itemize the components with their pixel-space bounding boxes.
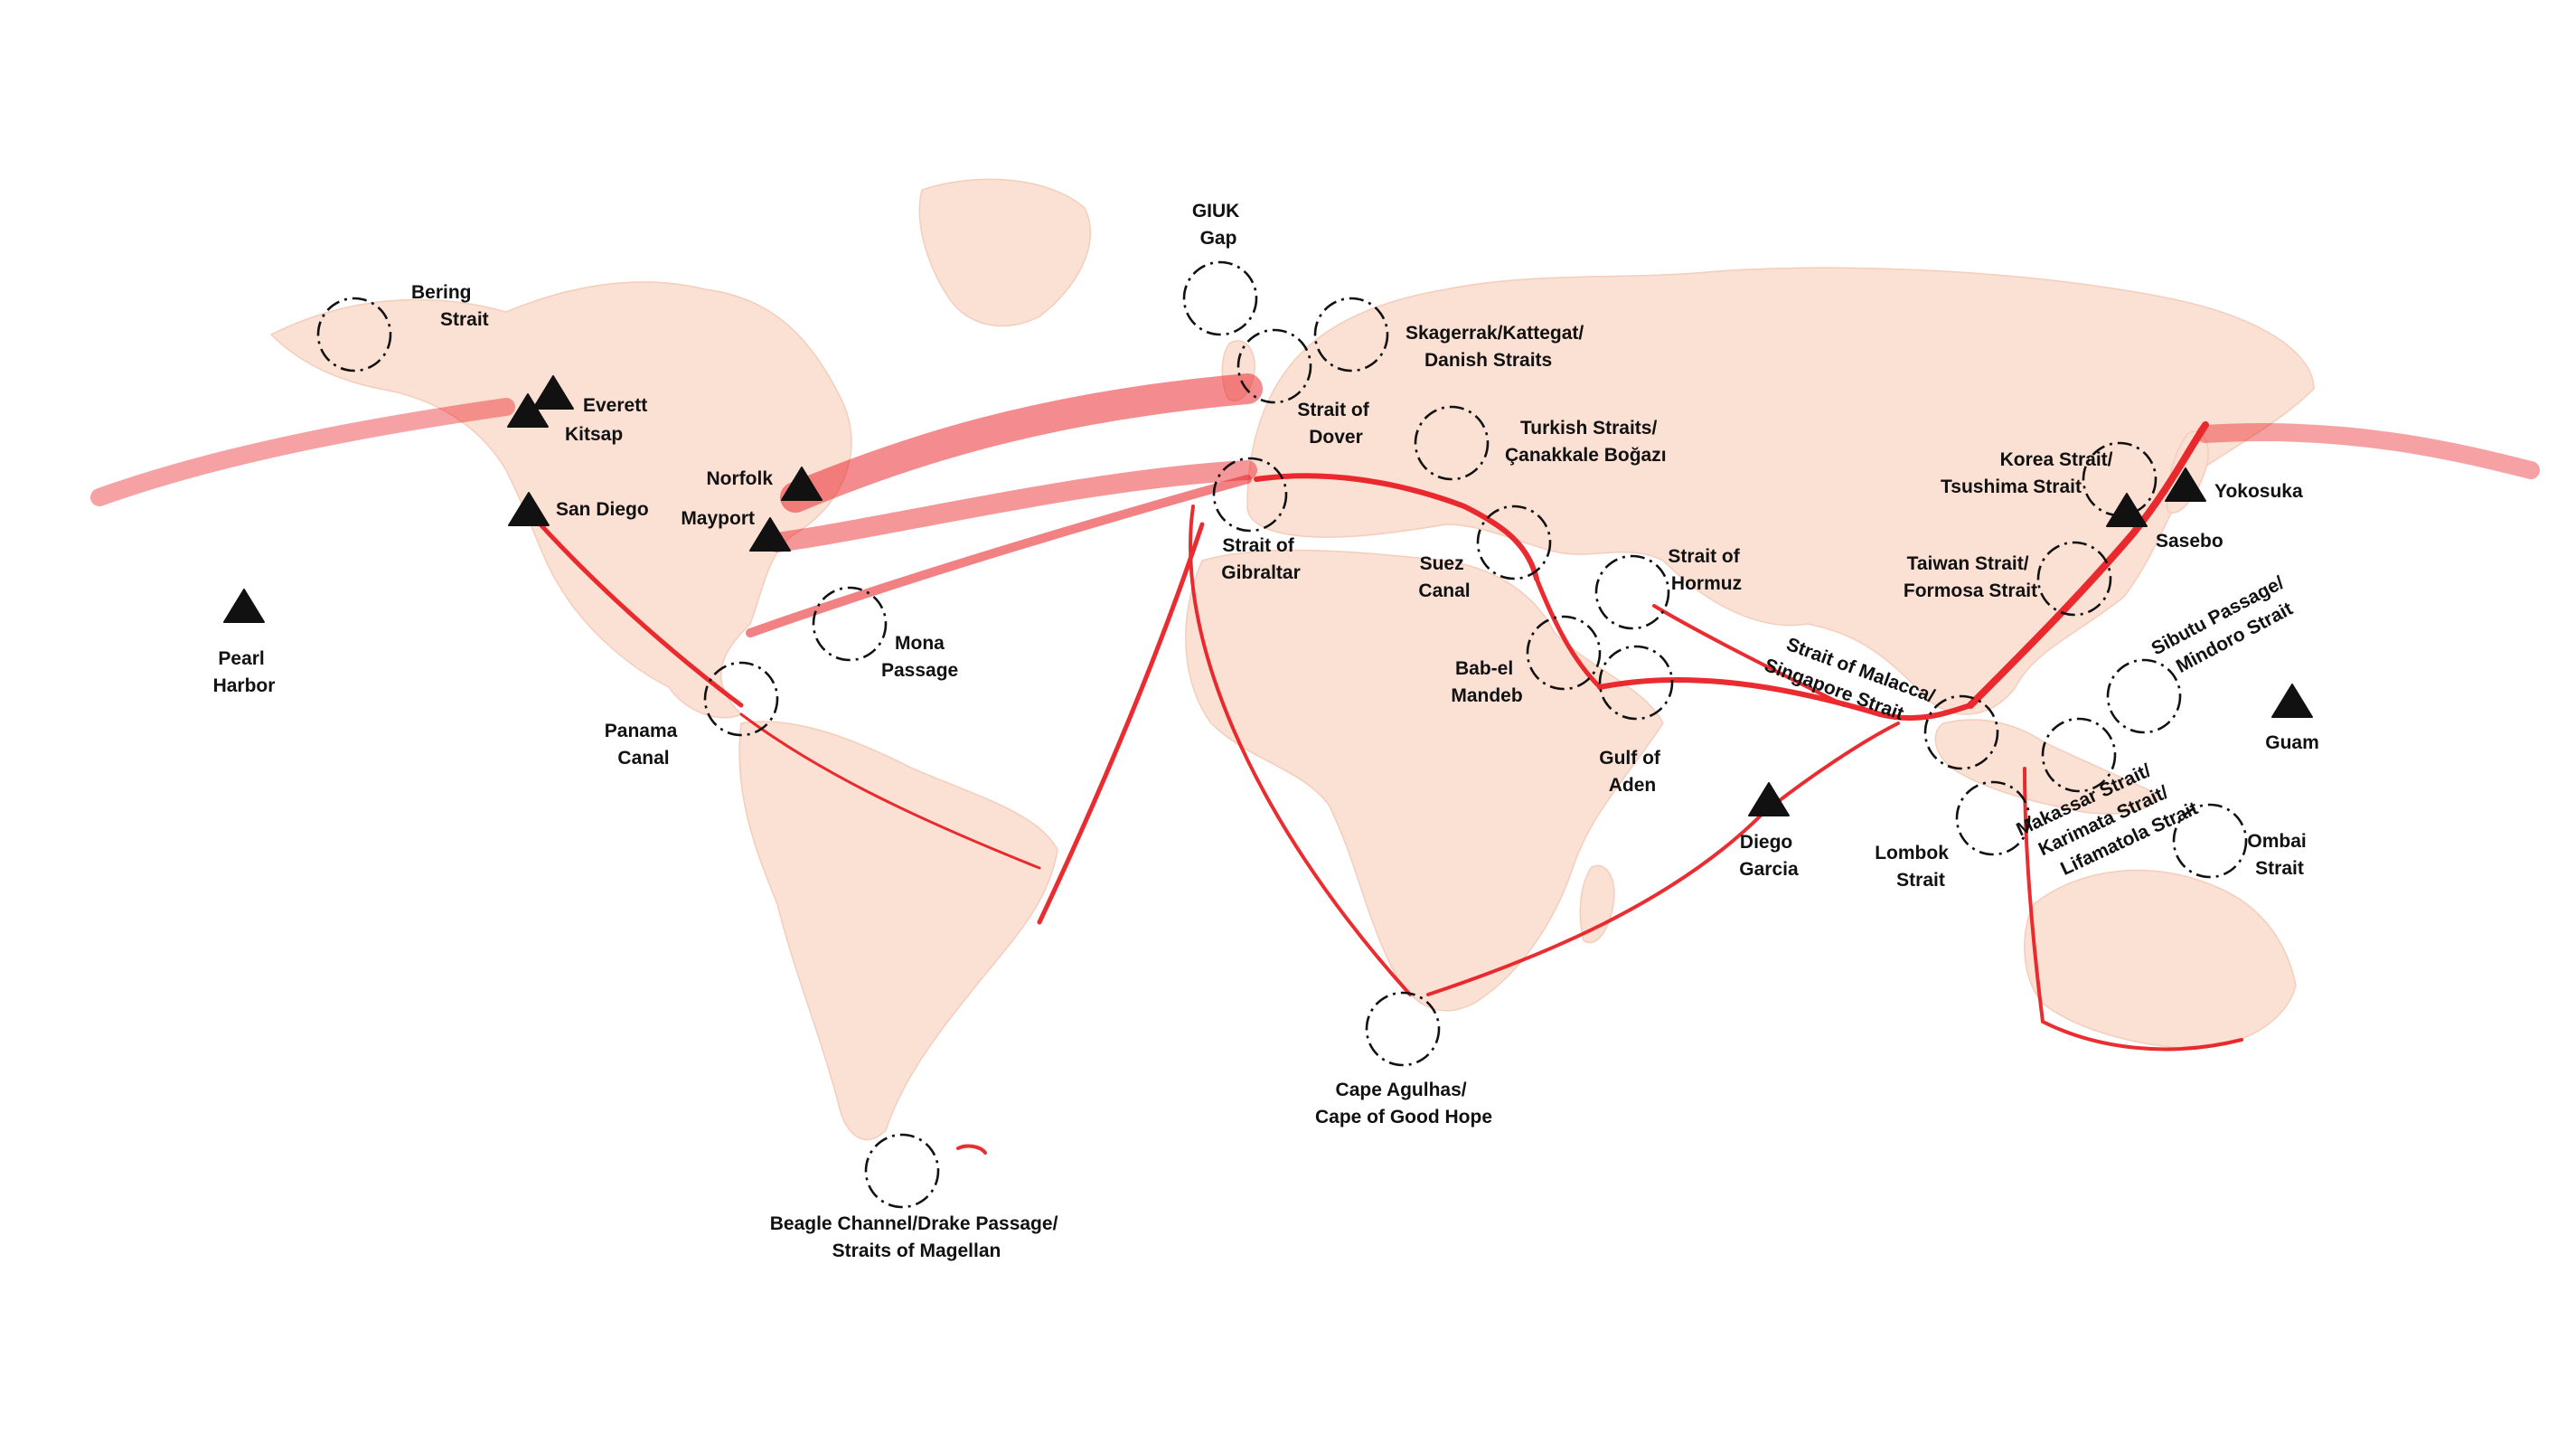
base-marker-everett bbox=[532, 375, 574, 410]
label-mayport: Mayport bbox=[681, 508, 755, 529]
chokepoint-circle-suez bbox=[1476, 505, 1552, 580]
landmass-greenland bbox=[918, 178, 1092, 327]
landmass-australia bbox=[2024, 869, 2297, 1050]
base-marker-pearl bbox=[223, 589, 265, 623]
route-east-asia bbox=[1967, 421, 2209, 709]
chokepoint-circle-aden bbox=[1598, 645, 1674, 721]
label-norfolk: Norfolk bbox=[707, 468, 774, 489]
label-taiwan: Taiwan Strait/ Formosa Strait bbox=[1904, 553, 2037, 601]
chokepoint-circle-dover bbox=[1236, 328, 1312, 404]
base-marker-norfolk bbox=[781, 467, 823, 501]
label-bering: Bering Strait bbox=[411, 282, 489, 330]
label-everett: Everett bbox=[583, 395, 647, 416]
land-layer bbox=[269, 178, 2315, 1140]
landmass-south-america bbox=[738, 721, 1058, 1140]
landmass-north-america bbox=[269, 281, 852, 719]
chokepoint-circle-bab bbox=[1526, 615, 1602, 691]
route-cape-asia bbox=[1426, 722, 1900, 996]
base-marker-diego bbox=[1748, 782, 1790, 816]
route-panama-south bbox=[739, 712, 1041, 870]
chokepoint-circle-taiwan bbox=[2036, 541, 2112, 617]
route-caribbean-europe bbox=[746, 475, 1252, 637]
label-yokosuka: Yokosuka bbox=[2214, 481, 2303, 502]
chokepoint-circle-skagerrak bbox=[1313, 297, 1389, 373]
chokepoint-circle-malacca bbox=[1923, 694, 1999, 770]
base-marker-kitsap bbox=[507, 393, 549, 428]
route-mediterranean bbox=[1254, 473, 1539, 581]
route-drake bbox=[956, 1144, 987, 1155]
label-bab: Bab-el Mandeb bbox=[1451, 658, 1522, 706]
base-marker-sasebo bbox=[2106, 493, 2148, 527]
base-marker-mayport bbox=[749, 517, 791, 552]
label-sasebo: Sasebo bbox=[2156, 531, 2223, 552]
route-trans-pacific-west bbox=[90, 398, 515, 506]
landmass-uk bbox=[1221, 340, 1255, 401]
chokepoint-circle-lombok bbox=[1955, 780, 2031, 856]
label-diego: Diego Garcia bbox=[1739, 832, 1799, 880]
label-panama: Panama Canal bbox=[605, 721, 682, 769]
chokepoint-circle-giuk bbox=[1182, 260, 1258, 336]
chokepoint-circle-mona bbox=[812, 586, 888, 662]
label-turkish: Turkish Straits/ Çanakkale Boğazı bbox=[1505, 418, 1667, 466]
route-trans-pacific bbox=[2196, 423, 2540, 479]
chokepoint-circle-ombai bbox=[2172, 803, 2248, 879]
chokepoint-circle-makassar bbox=[2041, 717, 2117, 793]
landmass-africa bbox=[1185, 549, 1664, 1012]
route-panama-pacific bbox=[522, 504, 744, 708]
base-labels: Everett Kitsap San Diego Pearl Harbor No… bbox=[213, 395, 2319, 880]
label-giuk: GIUK Gap bbox=[1192, 201, 1245, 249]
label-agulhas: Cape Agulhas/ Cape of Good Hope bbox=[1315, 1080, 1492, 1127]
label-aden: Gulf of Aden bbox=[1599, 748, 1666, 796]
chokepoint-circle-panama bbox=[703, 661, 779, 737]
chokepoint-circle-bering bbox=[316, 297, 392, 373]
label-gibraltar: Strait of Gibraltar bbox=[1221, 535, 1301, 583]
route-brazil-europe bbox=[1037, 522, 1205, 925]
label-hormuz: Strait of Hormuz bbox=[1668, 546, 1744, 594]
route-red-sea bbox=[1534, 576, 1603, 690]
chokepoint-circle-sibutu bbox=[2106, 658, 2182, 734]
label-pearl: Pearl Harbor bbox=[213, 648, 276, 696]
label-lombok: Lombok Strait bbox=[1875, 843, 1954, 891]
label-korea: Korea Strait/ Tsushima Strait bbox=[1941, 449, 2118, 497]
chokepoint-circles bbox=[316, 260, 2248, 1209]
label-sibutu: Sibutu Passage/ Mindoro Strait bbox=[2148, 570, 2305, 684]
label-dover: Strait of Dover bbox=[1297, 400, 1374, 448]
base-marker-guam bbox=[2271, 684, 2313, 718]
route-australia bbox=[2023, 767, 2243, 1052]
chokepoint-circle-turkish bbox=[1414, 405, 1490, 481]
base-marker-yokosuka bbox=[2165, 467, 2206, 502]
label-guam: Guam bbox=[2265, 732, 2319, 753]
label-kitsap: Kitsap bbox=[565, 424, 623, 445]
base-marker-sandiego bbox=[508, 492, 550, 526]
label-sandiego: San Diego bbox=[556, 499, 649, 520]
shipping-traffic-layer bbox=[90, 373, 2540, 1155]
route-north-atlantic-south bbox=[767, 460, 1257, 552]
label-suez: Suez Canal bbox=[1418, 553, 1470, 601]
label-mona: Mona Passage bbox=[881, 633, 958, 681]
chokepoint-circle-gibraltar bbox=[1212, 457, 1288, 533]
chokepoint-circle-beagle bbox=[864, 1133, 940, 1209]
route-north-atlantic bbox=[780, 373, 1263, 513]
naval-base-markers bbox=[223, 375, 2313, 816]
route-gulf bbox=[1652, 604, 1846, 707]
chokepoint-circle-hormuz bbox=[1594, 554, 1670, 630]
label-beagle: Beagle Channel/Drake Passage/ Straits of… bbox=[770, 1213, 1064, 1261]
label-skagerrak: Skagerrak/Kattegat/ Danish Straits bbox=[1406, 323, 1589, 371]
label-ombai: Ombai Strait bbox=[2247, 831, 2311, 879]
chokepoint-circle-agulhas bbox=[1365, 991, 1441, 1067]
